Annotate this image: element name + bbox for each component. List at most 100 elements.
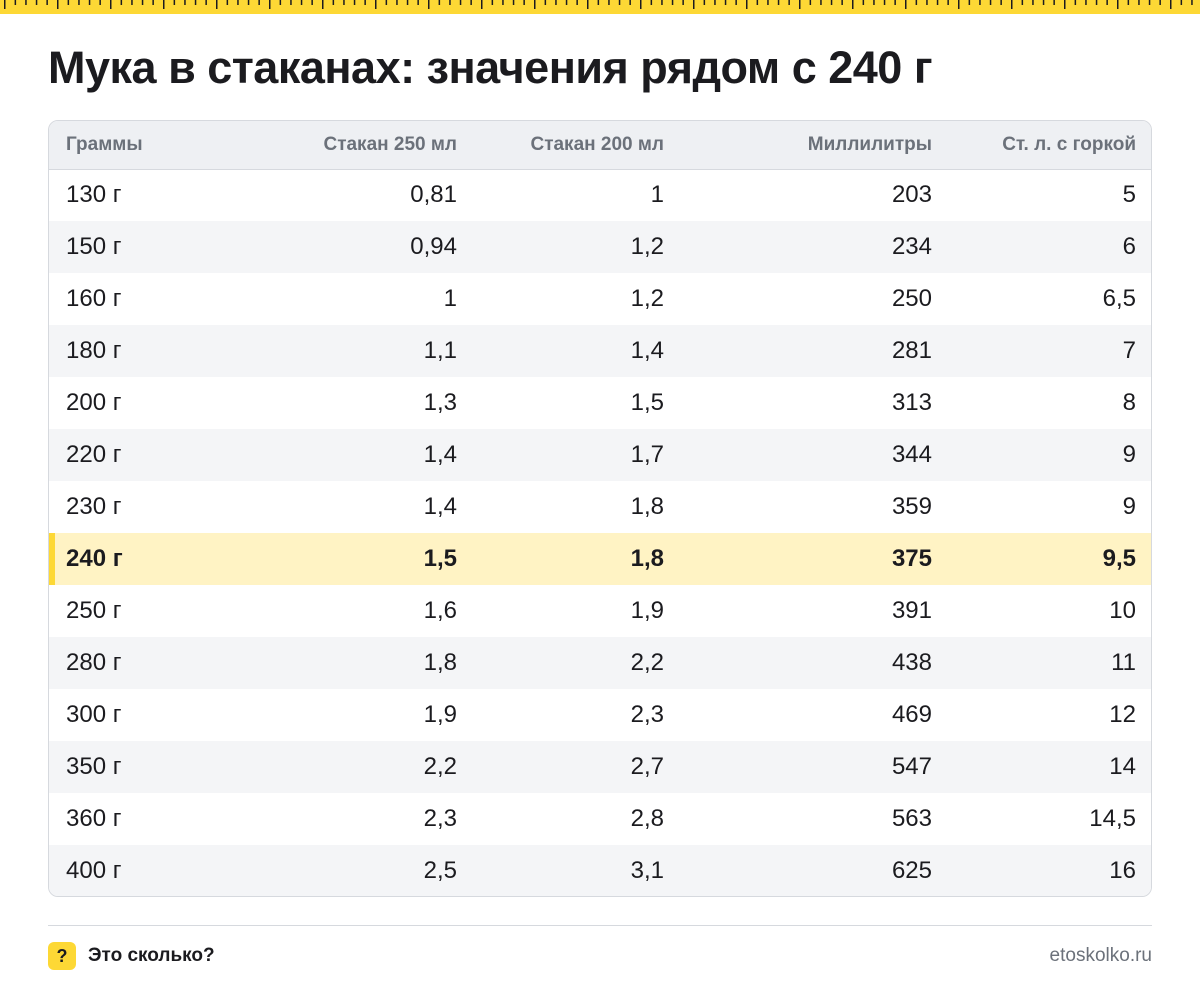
- cell-milliliters: 375: [891, 545, 932, 572]
- ruler-tick: [57, 0, 59, 9]
- cell-tablespoons: 8: [1122, 389, 1136, 416]
- ruler-tick: [544, 0, 547, 5]
- cell-tablespoons: 9: [1122, 493, 1136, 520]
- ruler-tick: [1191, 0, 1193, 5]
- cell-cup-250: 0,94: [410, 233, 457, 260]
- cell-milliliters: 203: [891, 181, 932, 209]
- conversion-table: Граммы Стакан 250 мл Стакан 200 мл Милли…: [49, 121, 1151, 896]
- cell-cup-200: 2,7: [630, 753, 664, 780]
- cell-cup-250: 1,1: [423, 337, 457, 364]
- cell-cup-200: 2,8: [630, 805, 664, 832]
- ruler-tick: [269, 0, 271, 9]
- table-row: 250 г 1,6 1,9 391 10: [49, 585, 1151, 637]
- cell-cup-200: 1: [650, 181, 664, 209]
- ruler-tick: [237, 0, 239, 5]
- ruler-tick: [300, 0, 303, 5]
- ruler-tick: [1064, 0, 1066, 9]
- column-header-grams: Граммы: [49, 121, 249, 170]
- ruler-tick: [152, 0, 154, 5]
- page-title: Мука в стаканах: значения рядом с 240 г: [48, 42, 933, 93]
- ruler-tick: [25, 0, 27, 5]
- ruler-tick: [671, 0, 674, 5]
- cell-cup-250: 2,2: [423, 753, 457, 780]
- cell-tablespoons: 9,5: [1102, 545, 1136, 572]
- ruler-tick: [4, 0, 6, 9]
- cell-cup-200: 1,2: [630, 233, 664, 260]
- ruler-tick: [1032, 0, 1034, 5]
- table-row: 180 г 1,1 1,4 281 7: [49, 325, 1151, 377]
- cell-grams: 160 г: [66, 285, 122, 312]
- cell-cup-250: 2,5: [423, 857, 457, 884]
- ruler-tick: [1127, 0, 1130, 5]
- ruler-tick: [14, 0, 17, 5]
- cell-cup-200: 1,8: [630, 493, 664, 520]
- table-row: 240 г 1,5 1,8 375 9,5: [49, 533, 1151, 585]
- ruler-tick: [502, 0, 504, 5]
- ruler-tick: [353, 0, 356, 5]
- ruler-tick: [1021, 0, 1024, 5]
- ruler-tick: [343, 0, 345, 5]
- ruler-tick: [534, 0, 536, 9]
- cell-tablespoons: 7: [1122, 337, 1136, 364]
- cell-milliliters: 563: [891, 805, 932, 832]
- ruler-tick: [841, 0, 843, 5]
- cell-cup-200: 1,5: [630, 389, 664, 416]
- ruler-tick: [78, 0, 80, 5]
- cell-grams: 360 г: [66, 805, 122, 832]
- ruler-tick: [661, 0, 663, 5]
- column-header-milliliters: Миллилитры: [681, 121, 949, 170]
- cell-cup-250: 1,8: [423, 649, 457, 676]
- conversion-table-card: Граммы Стакан 250 мл Стакан 200 мл Милли…: [48, 120, 1152, 897]
- ruler-ticks: [4, 0, 1193, 9]
- cell-grams: 350 г: [66, 753, 122, 780]
- column-header-tablespoons: Ст. л. с горкой: [949, 121, 1151, 170]
- ruler-tick: [756, 0, 759, 5]
- ruler-strip: [0, 0, 1200, 14]
- cell-cup-250: 1,9: [423, 701, 457, 728]
- ruler-tick: [88, 0, 91, 5]
- cell-cup-250: 1,4: [423, 493, 457, 520]
- cell-milliliters: 344: [891, 441, 932, 468]
- ruler-tick: [396, 0, 398, 5]
- table-header-row: Граммы Стакан 250 мл Стакан 200 мл Милли…: [49, 121, 1151, 170]
- cell-cup-200: 2,2: [630, 649, 664, 676]
- ruler-tick: [682, 0, 684, 5]
- ruler-tick: [428, 0, 430, 9]
- cell-grams: 400 г: [66, 857, 122, 884]
- cell-grams: 150 г: [66, 233, 122, 260]
- ruler-tick: [968, 0, 971, 5]
- ruler-tick: [523, 0, 525, 5]
- cell-cup-250: 1,3: [423, 389, 457, 416]
- ruler-tick: [46, 0, 48, 5]
- ruler-tick: [989, 0, 992, 5]
- ruler-tick: [862, 0, 865, 5]
- ruler-tick: [883, 0, 886, 5]
- ruler-tick: [915, 0, 918, 5]
- ruler-tick: [141, 0, 144, 5]
- ruler-tick: [1085, 0, 1087, 5]
- cell-grams: 200 г: [66, 389, 122, 416]
- table-row: 300 г 1,9 2,3 469 12: [49, 689, 1151, 741]
- ruler-tick: [565, 0, 568, 5]
- ruler-tick: [618, 0, 621, 5]
- column-header-cup-200: Стакан 200 мл: [474, 121, 681, 170]
- ruler-tick: [205, 0, 207, 5]
- cell-grams: 300 г: [66, 701, 122, 728]
- ruler-tick: [777, 0, 780, 5]
- cell-milliliters: 438: [891, 649, 932, 676]
- cell-milliliters: 250: [891, 285, 932, 312]
- cell-tablespoons: 9: [1122, 441, 1136, 468]
- ruler-tick: [767, 0, 769, 5]
- footer-divider: [48, 925, 1152, 926]
- ruler-tick: [1138, 0, 1140, 5]
- table-body: 130 г 0,81 1 203 5 150 г 0,94 1,2 234 6 160 г 1 1,2 2…: [49, 169, 1151, 896]
- ruler-tick: [322, 0, 324, 9]
- ruler-tick: [852, 0, 854, 9]
- ruler-tick: [1148, 0, 1151, 5]
- table-row: 160 г 1 1,2 250 6,5: [49, 273, 1151, 325]
- site-url: etoskolko.ru: [1049, 945, 1152, 966]
- ruler-tick: [1095, 0, 1098, 5]
- ruler-tick: [1000, 0, 1002, 5]
- cell-tablespoons: 5: [1122, 181, 1136, 209]
- ruler-tick: [714, 0, 716, 5]
